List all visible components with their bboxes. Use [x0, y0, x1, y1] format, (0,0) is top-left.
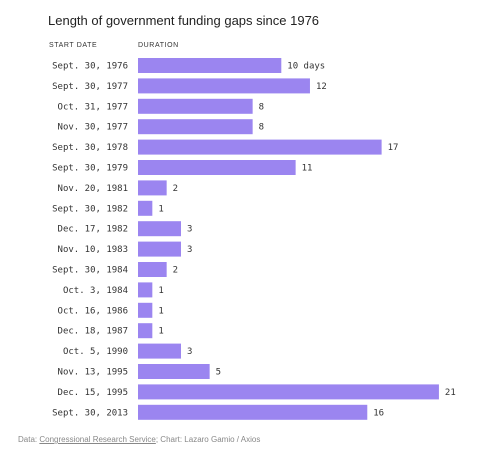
value-label: 3 [187, 245, 192, 255]
category-label: Sept. 30, 1979 [52, 164, 128, 174]
value-label: 1 [158, 327, 163, 337]
category-label: Dec. 17, 1982 [58, 225, 128, 235]
category-label: Oct. 5, 1990 [63, 347, 128, 357]
bar [138, 78, 310, 94]
value-label: 2 [173, 184, 178, 194]
bar [138, 180, 167, 196]
value-label: 11 [302, 164, 313, 174]
category-label: Oct. 31, 1977 [58, 102, 128, 112]
bar [138, 343, 181, 359]
value-label: 3 [187, 225, 192, 235]
value-label: 1 [158, 286, 163, 296]
value-label: 16 [373, 408, 384, 418]
bar [138, 302, 153, 318]
value-label: 1 [158, 306, 163, 316]
value-label: 2 [173, 266, 178, 276]
value-label: 12 [316, 82, 327, 92]
bar [138, 221, 181, 237]
value-label: 5 [216, 368, 221, 378]
bar [138, 58, 282, 73]
category-label: Dec. 15, 1995 [58, 388, 128, 398]
source-link[interactable]: Congressional Research Service [39, 435, 156, 444]
bar [138, 200, 153, 216]
value-label: 8 [259, 123, 264, 133]
bar [138, 139, 382, 155]
source-prefix: Data: [18, 435, 40, 444]
category-label: Nov. 20, 1981 [58, 184, 128, 194]
bar [138, 364, 210, 379]
bar [138, 282, 153, 298]
source-suffix: ; Chart: Lazaro Gamio / Axios [155, 435, 261, 444]
bar [138, 119, 253, 135]
category-label: Sept. 30, 1984 [52, 266, 128, 276]
category-label: Sept. 30, 2013 [52, 408, 128, 418]
bar [138, 241, 181, 257]
category-label: Nov. 13, 1995 [58, 368, 128, 378]
value-label: 1 [158, 204, 163, 214]
category-label: Sept. 30, 1978 [52, 143, 128, 153]
column-header-start-date: START DATE [49, 42, 98, 49]
source-note: Data: Congressional Research Service; Ch… [18, 435, 260, 444]
value-label: 3 [187, 347, 192, 357]
category-label: Oct. 3, 1984 [63, 286, 128, 296]
chart-title: Length of government funding gaps since … [48, 13, 320, 28]
bar [138, 160, 296, 175]
value-label: 8 [259, 102, 264, 112]
category-label: Nov. 30, 1977 [58, 123, 128, 133]
bar [138, 384, 439, 400]
value-label: 21 [445, 388, 456, 398]
bar [138, 323, 153, 339]
bar [138, 404, 368, 420]
bar [138, 98, 253, 114]
category-label: Sept. 30, 1982 [52, 204, 128, 214]
value-label: 10 days [287, 62, 325, 72]
category-label: Oct. 16, 1986 [58, 306, 128, 316]
category-label: Nov. 10, 1983 [58, 245, 128, 255]
category-label: Sept. 30, 1976 [52, 62, 128, 72]
value-label: 17 [388, 143, 399, 153]
bar [138, 262, 167, 277]
category-label: Sept. 30, 1977 [52, 82, 128, 92]
category-label: Dec. 18, 1987 [58, 327, 128, 337]
column-header-duration: DURATION [138, 42, 179, 49]
